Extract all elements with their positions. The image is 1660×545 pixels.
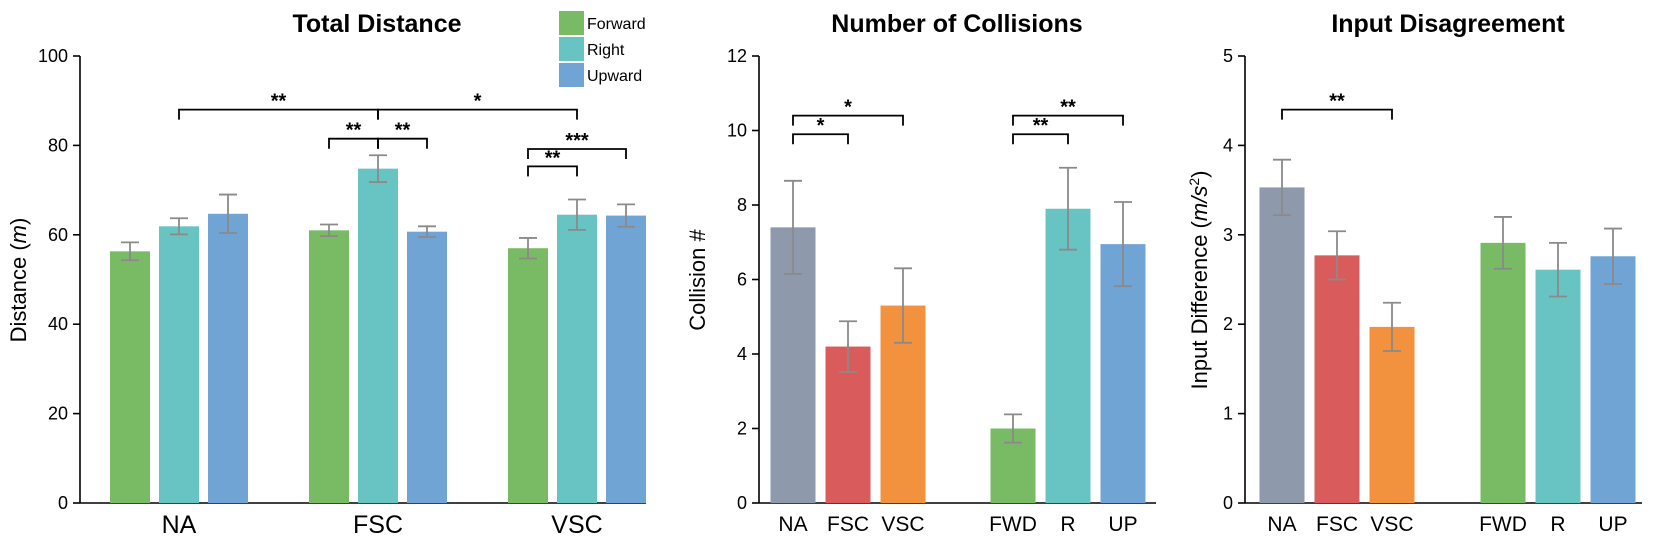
y-tick-label: 20 <box>48 404 68 424</box>
significance-bracket <box>792 133 849 145</box>
significance-label: ** <box>271 91 287 113</box>
chart-input-disagreement: Input Disagreement Input Difference (m/s… <box>1186 10 1642 536</box>
x-category-label: R <box>1060 513 1075 536</box>
bar-na <box>1259 187 1305 503</box>
significance-label: ** <box>1033 115 1049 137</box>
significance-label: ** <box>1060 97 1076 119</box>
category-labels: NA FSC VSC FWD R UP <box>1267 513 1627 536</box>
x-category-label: VSC <box>1370 513 1413 536</box>
x-category-label: FWD <box>1479 513 1527 536</box>
y-tick-label: 80 <box>48 135 68 155</box>
significance-bracket <box>1012 114 1124 126</box>
significance-brackets: ** *** ** ***** <box>178 91 627 177</box>
legend-swatch-right <box>559 37 584 61</box>
chart-title: Number of Collisions <box>831 10 1082 38</box>
bar-fsc <box>1314 255 1360 503</box>
significance-label: *** <box>565 130 589 152</box>
y-tick-label: 3 <box>1223 225 1233 245</box>
significance-bracket <box>377 108 578 120</box>
x-category-label: R <box>1550 513 1565 536</box>
y-tick-label: 12 <box>727 46 747 66</box>
bar-right-vsc <box>557 214 597 503</box>
bars <box>1259 158 1636 503</box>
bar-forward-fsc <box>309 230 349 503</box>
chart-title: Input Disagreement <box>1331 10 1565 38</box>
significance-brackets: ** <box>1281 91 1393 120</box>
significance-bracket <box>377 137 428 149</box>
x-category-label: FSC <box>353 511 403 539</box>
y-tick-label: 1 <box>1223 404 1233 424</box>
y-axis-label: Collision # <box>685 228 710 330</box>
bar-right-na <box>159 226 199 503</box>
significance-brackets: ****** <box>792 97 1124 145</box>
y-axis-label: Distance (m) <box>6 218 31 343</box>
significance-bracket <box>1281 108 1393 120</box>
bars <box>770 166 1146 504</box>
chart-total-distance: Total Distance Distance (m) 0 20 40 60 80 100… <box>6 10 646 539</box>
y-tick-label: 2 <box>1223 314 1233 334</box>
x-category-label: FSC <box>1316 513 1358 536</box>
y-tick-label: 5 <box>1223 46 1233 66</box>
significance-bracket <box>1012 133 1069 145</box>
category-labels: NA FSC VSC FWD R UP <box>778 513 1137 536</box>
y-tick-label: 100 <box>38 46 68 66</box>
bar-r <box>1535 269 1581 503</box>
bar-upward-fsc <box>407 231 447 503</box>
x-category-label: FSC <box>827 513 869 536</box>
bar-r <box>1045 208 1091 503</box>
bar-up <box>1100 244 1146 504</box>
x-category-label: VSC <box>551 511 602 539</box>
significance-label: * <box>844 97 852 119</box>
significance-label: ** <box>346 120 362 142</box>
y-tick-label: 0 <box>58 493 68 513</box>
legend: Forward Right Upward <box>559 11 646 87</box>
y-tick-label: 0 <box>737 493 747 513</box>
y-tick-label: 40 <box>48 314 68 334</box>
x-category-label: FWD <box>989 513 1037 536</box>
bar-vsc <box>1369 326 1415 503</box>
x-category-label: NA <box>778 513 807 536</box>
x-category-label: VSC <box>881 513 924 536</box>
significance-label: * <box>817 115 825 137</box>
legend-label-forward: Forward <box>587 16 646 33</box>
axes: 0 2 4 6 8 10 12 <box>727 46 1156 513</box>
significance-bracket <box>527 148 627 159</box>
significance-label: * <box>474 91 482 113</box>
bar-upward-vsc <box>606 215 646 504</box>
bar-forward-vsc <box>508 248 548 503</box>
legend-swatch-upward <box>559 63 584 87</box>
bars <box>110 154 646 504</box>
legend-label-right: Right <box>587 42 625 59</box>
y-tick-label: 6 <box>737 270 747 290</box>
chart-title: Total Distance <box>292 10 461 38</box>
x-category-label: UP <box>1598 513 1627 536</box>
bar-right-fsc <box>358 168 398 504</box>
y-tick-label: 8 <box>737 195 747 215</box>
significance-bracket <box>792 114 904 126</box>
category-labels: NA FSC VSC <box>162 511 603 539</box>
x-category-label: NA <box>162 511 197 539</box>
bar-fwd <box>1480 242 1526 503</box>
legend-swatch-forward <box>559 11 584 35</box>
significance-bracket <box>527 165 578 177</box>
x-category-label: NA <box>1267 513 1296 536</box>
x-category-label: UP <box>1108 513 1137 536</box>
y-axis-label: Input Difference (m/s2) <box>1186 171 1212 390</box>
y-tick-label: 0 <box>1223 493 1233 513</box>
significance-label: ** <box>395 120 411 142</box>
y-tick-label: 2 <box>737 419 747 439</box>
bar-upward-na <box>208 213 248 503</box>
y-tick-label: 10 <box>727 121 747 141</box>
legend-label-upward: Upward <box>587 68 642 85</box>
significance-label: ** <box>545 147 561 169</box>
bar-up <box>1590 256 1636 503</box>
y-tick-label: 60 <box>48 225 68 245</box>
y-tick-label: 4 <box>1223 135 1233 155</box>
bar-forward-na <box>110 251 150 503</box>
significance-label: ** <box>1329 91 1345 113</box>
chart-number-of-collisions: Number of Collisions Collision # 0 2 4 6 8 10… <box>685 10 1156 536</box>
y-tick-label: 4 <box>737 344 747 364</box>
